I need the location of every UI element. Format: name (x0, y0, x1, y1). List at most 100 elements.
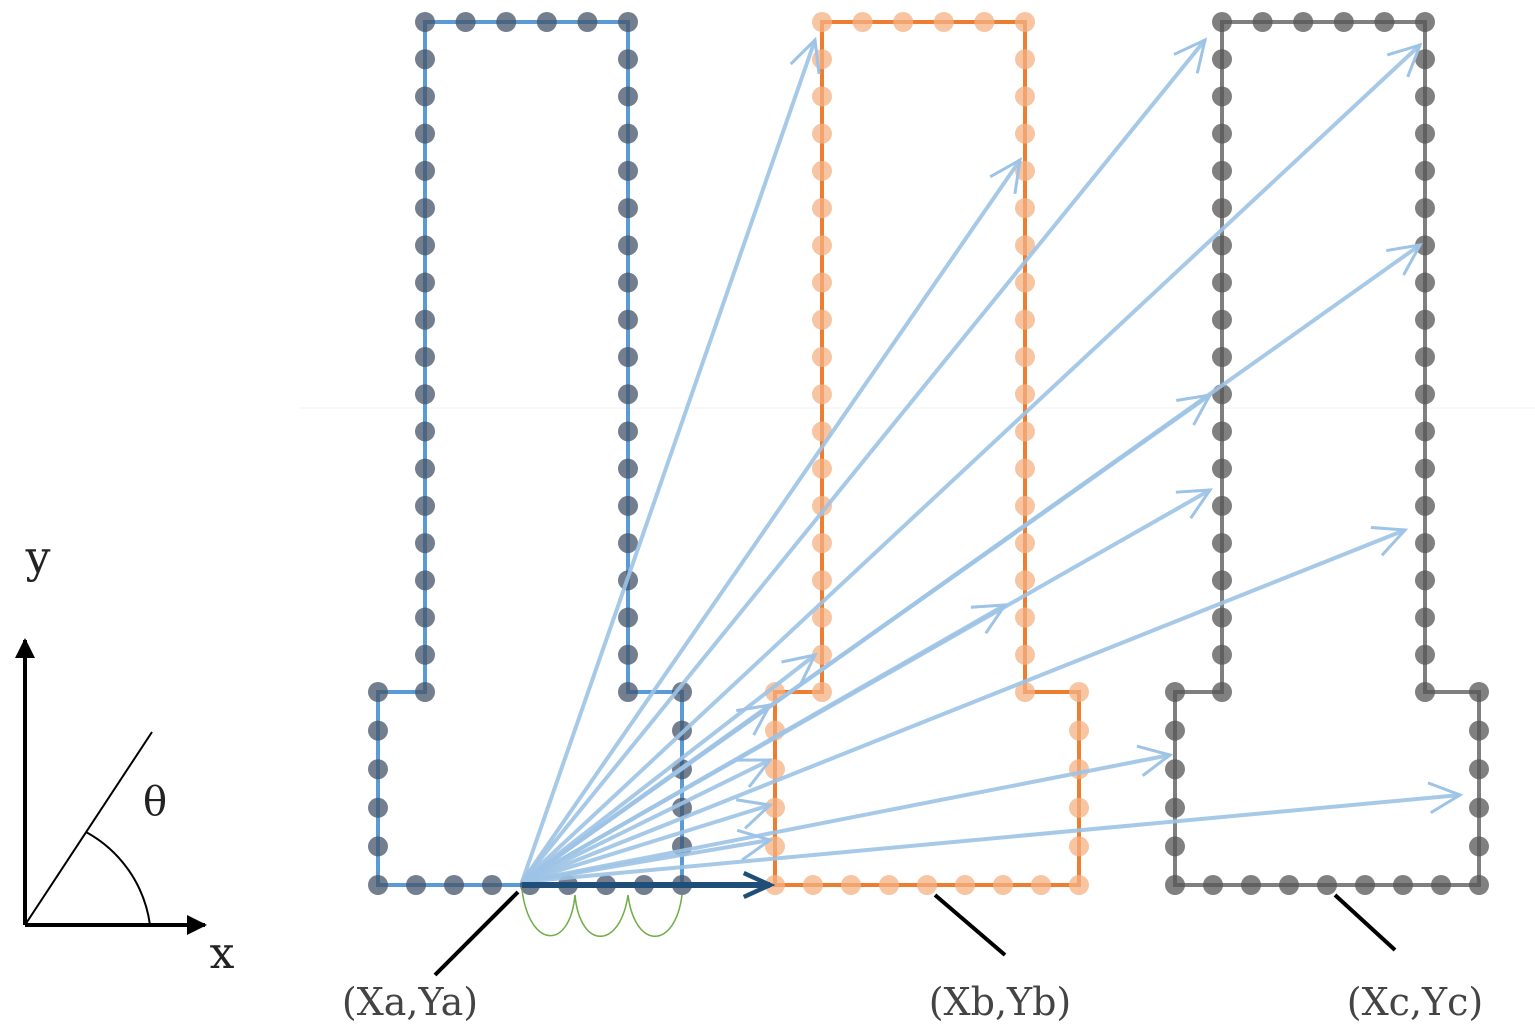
sample-point (1415, 421, 1435, 442)
sample-point (812, 86, 832, 107)
sample-point (1212, 272, 1232, 293)
sample-point (618, 384, 638, 405)
sample-point (618, 235, 638, 256)
label-a: (Xa,Ya) (342, 980, 478, 1024)
shapes (368, 12, 1489, 895)
sample-point (1415, 644, 1435, 665)
sample-point (415, 495, 435, 516)
pointer-c (1333, 893, 1397, 952)
sample-point (482, 875, 502, 895)
sample-point (812, 235, 832, 256)
sample-point (1069, 682, 1089, 702)
sample-point (1212, 533, 1232, 554)
sample-point (455, 12, 476, 32)
sample-point (618, 607, 638, 628)
sample-point (812, 495, 832, 516)
sample-point (1415, 682, 1435, 702)
projection-arrow (520, 37, 1208, 884)
sample-point (415, 123, 435, 144)
sample-point (1015, 570, 1035, 591)
sample-point (1415, 309, 1435, 330)
sample-point (415, 458, 435, 479)
sample-point (1015, 272, 1035, 293)
sample-point (812, 123, 832, 144)
sample-point (1069, 797, 1089, 818)
sample-point (1015, 12, 1035, 32)
projection-arrow (521, 603, 1008, 884)
sample-point (893, 12, 914, 32)
sample-point (1212, 198, 1232, 219)
sample-point (415, 49, 435, 70)
sample-point (1374, 12, 1395, 32)
sample-point (1031, 875, 1051, 895)
sample-point (415, 347, 435, 367)
sample-point (1165, 682, 1185, 702)
sample-point (618, 644, 638, 665)
sample-point (917, 875, 937, 895)
sample-point (618, 160, 638, 181)
sample-point (1279, 875, 1299, 895)
sample-point (1469, 682, 1489, 702)
sample-point (803, 875, 823, 895)
sample-point (1212, 682, 1232, 702)
pointer-a (433, 890, 520, 977)
sample-point (415, 570, 435, 591)
sample-point (1212, 123, 1232, 144)
sample-point (496, 12, 517, 32)
sample-point (1015, 123, 1035, 144)
projection-arrow (520, 157, 1022, 884)
outline-shape (368, 12, 692, 895)
sample-point (415, 272, 435, 293)
sample-point (415, 644, 435, 665)
sample-point (618, 533, 638, 554)
sample-point (1415, 198, 1435, 219)
sample-point (1212, 458, 1232, 479)
sample-point (1165, 875, 1185, 895)
sample-point (1212, 421, 1232, 442)
sample-point (812, 458, 832, 479)
projection-arrow (521, 744, 1174, 884)
sample-point (1212, 160, 1232, 181)
sample-point (955, 875, 975, 895)
sample-point (618, 421, 638, 442)
sample-point (368, 875, 388, 895)
sample-point (415, 533, 435, 554)
sample-point (812, 533, 832, 554)
arrows (520, 36, 1464, 884)
outline (1173, 20, 1481, 887)
outline (773, 20, 1081, 887)
sample-point (618, 495, 638, 516)
sample-point (1469, 875, 1489, 895)
sample-point (415, 235, 435, 256)
sample-point (1212, 644, 1232, 665)
sample-point (618, 49, 638, 70)
sample-point (1165, 836, 1185, 857)
sample-point (415, 160, 435, 181)
sample-point (577, 12, 598, 32)
sample-point (1015, 235, 1035, 256)
sample-point (1415, 495, 1435, 516)
projection-arrow (520, 36, 821, 883)
sample-point (765, 797, 785, 818)
sample-point (1415, 347, 1435, 367)
x-label: x (210, 928, 235, 979)
angle-arc (85, 831, 151, 926)
sample-point (1415, 570, 1435, 591)
sample-point (1415, 384, 1435, 405)
projection-arrow (520, 42, 1423, 884)
sample-point (618, 198, 638, 219)
sample-point (1015, 682, 1035, 702)
sample-point (812, 570, 832, 591)
sample-point (1333, 12, 1354, 32)
sample-point (444, 875, 464, 895)
sample-point (1015, 309, 1035, 330)
sample-point (841, 875, 861, 895)
sample-point (1415, 49, 1435, 70)
angle-ray (24, 731, 153, 926)
sample-point (368, 836, 388, 857)
sample-point (1015, 421, 1035, 442)
label-b: (Xb,Yb) (929, 980, 1072, 1024)
sample-point (415, 198, 435, 219)
outline-shape (765, 12, 1089, 895)
